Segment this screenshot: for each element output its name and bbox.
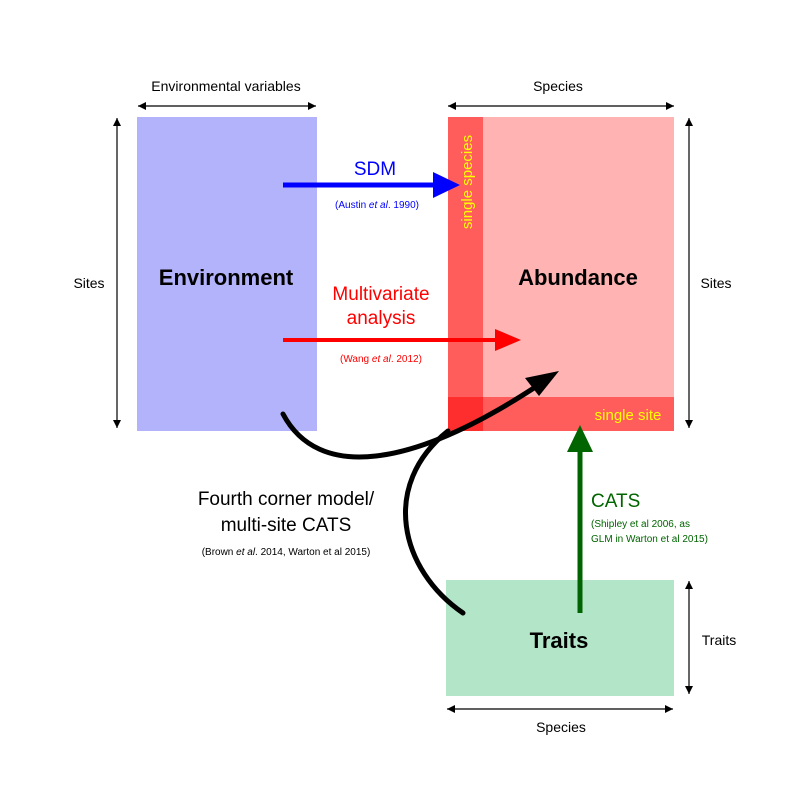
traits-box bbox=[446, 580, 674, 696]
cats-arrow-head bbox=[567, 425, 593, 452]
fourth-corner-label-line1: Fourth corner model/ bbox=[198, 489, 375, 510]
single-species-label: single species bbox=[459, 135, 476, 229]
sdm-citation: (Austin et al. 1990) bbox=[335, 200, 419, 211]
sdm-label: SDM bbox=[354, 159, 396, 180]
abundance-box bbox=[448, 117, 674, 431]
traits-title: Traits bbox=[530, 628, 589, 653]
env-left-axis-label: Sites bbox=[73, 275, 104, 291]
abund-right-axis-label: Sites bbox=[700, 275, 731, 291]
cats-citation-line1: (Shipley et al 2006, as bbox=[591, 519, 690, 530]
multivariate-label-line1: Multivariate bbox=[332, 284, 429, 305]
single-species-strip bbox=[448, 117, 483, 431]
single-site-label: single site bbox=[595, 407, 662, 424]
cats-label: CATS bbox=[591, 491, 640, 512]
environment-title: Environment bbox=[159, 265, 294, 290]
multivariate-citation: (Wang et al. 2012) bbox=[340, 354, 422, 365]
multivariate-label-line2: analysis bbox=[347, 308, 416, 329]
cats-citation-line2: GLM in Warton et al 2015) bbox=[591, 534, 708, 545]
fourth-corner-label-line2: multi-site CATS bbox=[221, 515, 352, 536]
fourth-corner-arrow-lower bbox=[403, 428, 466, 616]
abund-top-axis-label: Species bbox=[533, 78, 583, 94]
abundance-title: Abundance bbox=[518, 265, 638, 290]
fourth-corner-arrow-upper bbox=[280, 381, 543, 460]
traits-right-axis-label: Traits bbox=[702, 632, 736, 648]
fourth-corner-arrow-head bbox=[525, 371, 559, 396]
env-top-axis-label: Environmental variables bbox=[151, 78, 300, 94]
traits-bottom-axis-label: Species bbox=[536, 719, 586, 735]
multivariate-arrow-head bbox=[495, 329, 521, 351]
sdm-arrow-head bbox=[433, 172, 460, 198]
fourth-corner-citation: (Brown et al. 2014, Warton et al 2015) bbox=[202, 547, 371, 558]
environment-box bbox=[137, 117, 317, 431]
